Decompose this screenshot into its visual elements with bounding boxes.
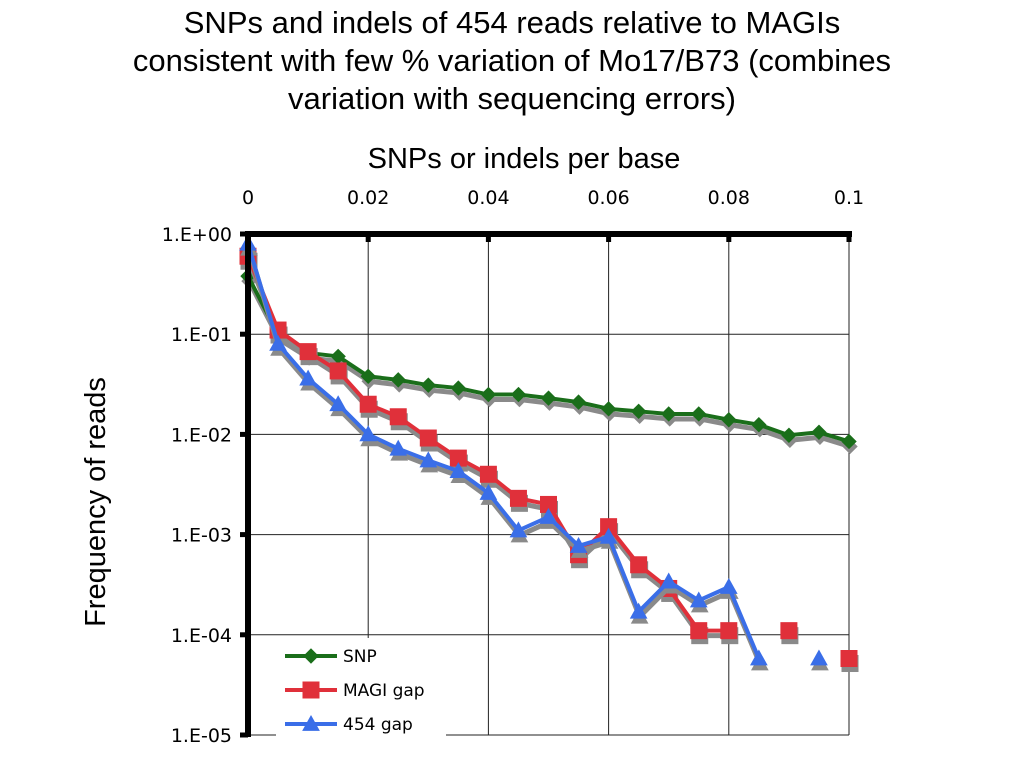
data-point — [509, 489, 527, 507]
x-axis-title: SNPs or indels per base — [368, 143, 681, 175]
legend-label: MAGI gap — [343, 681, 425, 701]
data-point — [419, 451, 438, 468]
x-tick-label: 0.04 — [467, 187, 509, 209]
data-point — [720, 622, 738, 640]
data-point — [630, 556, 648, 574]
data-point — [841, 433, 857, 450]
y-axis-title: Frequency of reads — [80, 377, 112, 627]
data-point — [630, 403, 647, 420]
data-point — [659, 572, 678, 589]
x-tick-label: 0 — [242, 187, 254, 209]
title-line-1: SNPs and indels of 454 reads relative to… — [183, 5, 841, 40]
y-tick-label: 1.E-05 — [171, 725, 232, 747]
data-point — [781, 427, 797, 443]
series-layer — [239, 234, 859, 673]
data-point — [480, 386, 497, 403]
chart-title: SNPs and indels of 454 reads relative to… — [0, 4, 1024, 118]
data-point — [629, 602, 648, 619]
title-line-2: consistent with few % variation of Mo17/… — [132, 43, 892, 78]
data-point — [449, 462, 468, 479]
data-point — [599, 527, 618, 544]
data-point — [719, 577, 738, 594]
legend-item-magi-gap: MAGI gap — [285, 681, 425, 701]
data-point — [389, 439, 408, 456]
data-point — [690, 622, 708, 640]
data-point — [299, 369, 317, 386]
data-point — [479, 483, 498, 500]
data-point — [389, 408, 407, 426]
data-point — [780, 622, 798, 640]
y-tick-label: 1.E-04 — [171, 625, 232, 647]
y-tick-label: 1.E-02 — [171, 424, 232, 446]
data-point — [359, 395, 377, 413]
legend-label: 454 gap — [343, 715, 413, 735]
data-point — [689, 591, 708, 608]
data-point — [539, 507, 558, 524]
data-point — [840, 650, 858, 668]
legend-item-454-gap: 454 gap — [285, 714, 413, 735]
legend-swatch-marker — [303, 648, 319, 664]
legend: SNP MAGI gap 454 gap — [276, 638, 446, 740]
series-snp — [240, 268, 858, 455]
title-line-3: variation with sequencing errors) — [288, 81, 736, 116]
data-point — [691, 406, 707, 422]
data-point — [269, 334, 287, 351]
y-tick-labels: 1.E+00 1.E-01 1.E-02 1.E-03 1.E-04 1.E-05 — [162, 224, 232, 747]
data-point — [751, 416, 767, 433]
series-454-gap — [239, 234, 829, 671]
data-point — [569, 536, 588, 553]
x-tick-label: 0.08 — [708, 187, 750, 209]
data-point — [479, 465, 497, 483]
legend-swatch-marker — [302, 714, 320, 731]
data-point — [390, 372, 406, 388]
data-point — [811, 424, 827, 440]
data-point — [419, 429, 437, 447]
data-point — [420, 377, 437, 393]
series-magi-gap — [239, 247, 859, 673]
axes — [240, 231, 852, 738]
data-point — [510, 386, 527, 403]
data-point — [721, 412, 737, 428]
legend-swatch-marker — [302, 681, 320, 699]
x-tick-labels: 0 0.02 0.04 0.06 0.08 0.1 — [242, 187, 864, 209]
data-point — [329, 395, 347, 412]
series-line-shadow — [246, 247, 763, 665]
data-point — [359, 425, 378, 442]
data-point — [570, 394, 587, 410]
data-point — [600, 401, 617, 417]
grid-lines — [247, 233, 850, 736]
y-tick-label: 1.E-01 — [171, 324, 232, 346]
data-point — [660, 406, 677, 422]
data-point — [360, 368, 376, 385]
y-tick-label: 1.E-03 — [171, 525, 232, 547]
data-point — [810, 649, 828, 666]
data-point — [540, 390, 557, 406]
x-tick-label: 0.02 — [347, 187, 389, 209]
data-point — [329, 362, 347, 380]
data-point — [509, 521, 528, 538]
y-tick-label: 1.E+00 — [162, 224, 232, 246]
x-tick-label: 0.06 — [587, 187, 629, 209]
x-tick-label: 0.1 — [834, 187, 864, 209]
data-point — [750, 649, 768, 666]
data-point — [450, 380, 467, 396]
legend-label: SNP — [343, 647, 377, 667]
data-point — [299, 343, 317, 361]
legend-item-snp: SNP — [285, 647, 377, 667]
